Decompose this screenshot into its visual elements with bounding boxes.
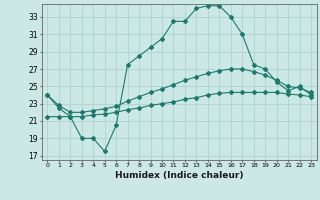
X-axis label: Humidex (Indice chaleur): Humidex (Indice chaleur) bbox=[115, 171, 244, 180]
